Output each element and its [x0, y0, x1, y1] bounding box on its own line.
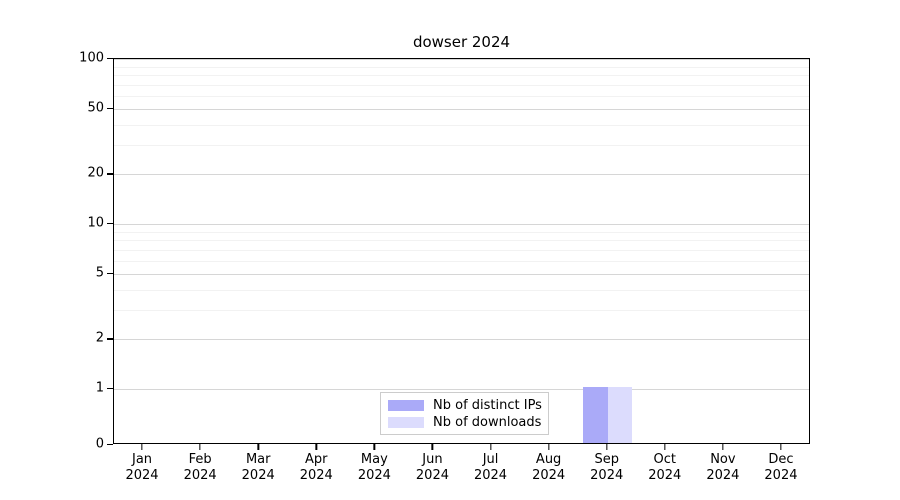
x-axis-tick-label: Aug 2024	[532, 452, 566, 483]
bar	[607, 387, 633, 443]
gridline	[114, 96, 809, 97]
x-axis-tick-mark	[141, 444, 143, 450]
y-axis-tick-mark	[107, 272, 113, 274]
x-axis-tick-mark	[547, 444, 550, 450]
y-axis-tick-label: 0	[95, 436, 104, 452]
y-axis: 0 1 2 5 10 20 50 100	[40, 51, 104, 452]
y-axis-tick-label: 100	[79, 50, 104, 66]
y-axis-tick-label: 50	[87, 100, 104, 116]
x-axis-tick-mark	[373, 444, 376, 450]
gridline	[114, 125, 809, 126]
y-axis-tick-label: 10	[87, 215, 104, 231]
x-axis-tick-mark	[722, 444, 724, 450]
gridline	[114, 67, 809, 68]
y-axis-tick-mark	[107, 444, 113, 446]
gridline	[114, 240, 809, 241]
y-axis-tick-mark	[107, 388, 113, 390]
x-axis-tick-label: Sep 2024	[590, 452, 624, 483]
gridline	[114, 85, 809, 86]
gridline	[114, 261, 809, 262]
y-axis-tick-mark	[107, 338, 113, 340]
plot-area	[113, 58, 810, 444]
x-axis-tick-mark	[257, 444, 259, 450]
gridline	[114, 145, 809, 146]
legend-label-downloads: Nb of downloads	[433, 415, 542, 430]
gridline	[114, 224, 809, 225]
y-axis-tick-label: 5	[95, 265, 104, 281]
gridline	[114, 389, 809, 390]
x-axis-tick-mark	[199, 444, 201, 450]
y-axis-tick-mark	[107, 223, 113, 225]
gridline	[114, 250, 809, 251]
gridline	[114, 174, 809, 175]
x-axis-tick-label: Jan 2024	[125, 452, 159, 483]
x-axis-tick-label: Feb 2024	[183, 452, 217, 483]
legend-swatch-distinct-ips	[388, 400, 424, 411]
y-axis-tick-mark	[107, 173, 113, 175]
y-axis-tick-label: 20	[87, 165, 104, 181]
x-axis-tick-mark	[315, 444, 317, 450]
y-axis-tick-label: 2	[95, 330, 104, 346]
gridline	[114, 109, 809, 110]
gridline	[114, 290, 809, 291]
x-axis-tick-mark	[780, 444, 782, 450]
legend-swatch-downloads	[388, 417, 424, 428]
gridline	[114, 310, 809, 311]
x-axis-tick-label: Nov 2024	[706, 452, 740, 483]
y-axis-tick-label: 1	[95, 380, 104, 396]
x-axis-tick-mark	[431, 444, 434, 450]
x-axis-tick-mark	[606, 444, 608, 450]
x-axis-tick-label: Jul 2024	[473, 452, 508, 483]
x-axis-tick-label: Dec 2024	[764, 452, 798, 483]
bar	[583, 387, 608, 443]
x-axis-tick-label: Jun 2024	[415, 452, 449, 483]
chart-legend: Nb of distinct IPs Nb of downloads	[380, 392, 549, 435]
gridline	[114, 232, 809, 233]
x-axis-tick-label: May 2024	[357, 452, 391, 483]
legend-item[interactable]: Nb of downloads	[388, 414, 541, 431]
gridline	[114, 339, 809, 340]
x-axis-tick-mark	[664, 444, 666, 450]
gridline	[114, 59, 809, 60]
y-axis-tick-mark	[107, 58, 113, 60]
y-axis-tick-mark	[107, 107, 113, 109]
gridline	[114, 75, 809, 76]
x-axis-tick-label: Oct 2024	[648, 452, 682, 483]
x-axis-tick-label: Mar 2024	[241, 452, 275, 483]
gridline	[114, 274, 809, 275]
x-axis-tick-label: Apr 2024	[299, 452, 333, 483]
chart-title: dowser 2024	[412, 33, 511, 51]
legend-label-distinct-ips: Nb of distinct IPs	[433, 398, 542, 413]
x-axis-tick-mark	[489, 444, 492, 450]
legend-item[interactable]: Nb of distinct IPs	[388, 397, 542, 414]
